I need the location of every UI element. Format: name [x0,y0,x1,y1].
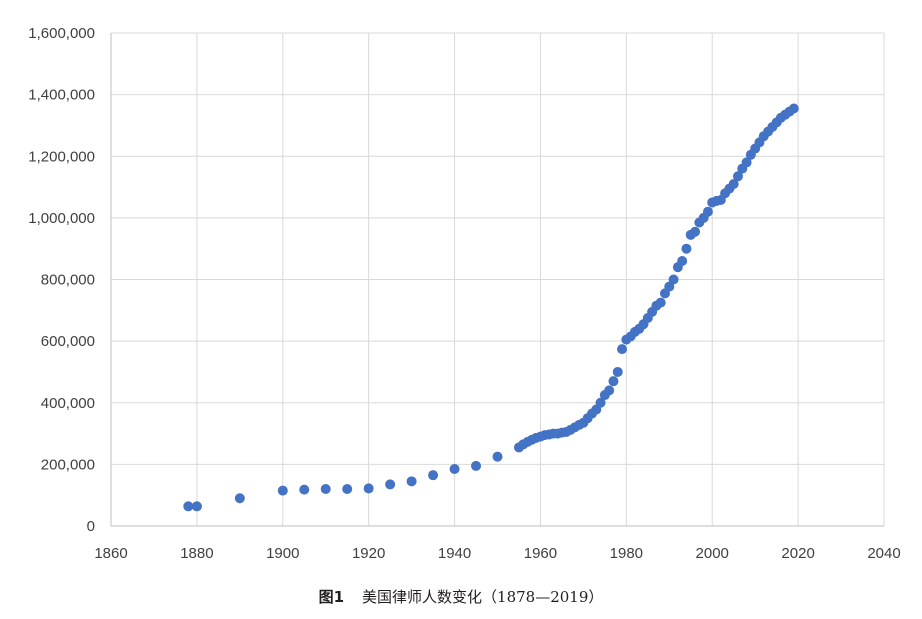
data-point [471,460,482,471]
y-tick-label: 800,000 [41,272,95,289]
data-point [299,484,310,495]
caption-text: 美国律师人数变化（1878—2019） [362,588,604,606]
data-point [655,297,666,308]
data-point [741,157,752,168]
data-point [732,171,743,182]
data-point [677,256,688,267]
data-point [385,479,396,490]
x-tick-label: 1980 [610,545,643,562]
data-point [183,501,194,512]
x-tick-label: 1960 [524,545,557,562]
y-tick-label: 200,000 [41,456,95,473]
data-point [595,397,606,408]
x-tick-label: 1900 [266,545,299,562]
y-tick-label: 1,400,000 [28,87,95,104]
y-tick-labels: 0 200,000 400,000 600,000 800,000 1,000,000 1,… [28,25,95,535]
grid-lines [111,32,885,526]
data-point [604,385,615,396]
y-tick-label: 1,600,000 [28,25,95,42]
x-tick-label: 1940 [438,545,471,562]
y-tick-label: 400,000 [41,395,95,412]
x-tick-label: 2000 [696,545,729,562]
y-tick-label: 1,200,000 [28,148,95,165]
scatter-chart: 0 200,000 400,000 600,000 800,000 1,000,000 1,… [28,25,900,562]
data-point [428,470,439,481]
y-tick-label: 600,000 [41,333,95,350]
data-point [612,366,623,377]
y-tick-label: 1,000,000 [28,210,95,227]
data-point [492,451,503,462]
data-point [191,501,202,512]
data-point [608,376,619,387]
data-point [681,243,692,254]
data-points [183,103,799,512]
y-tick-label: 0 [87,518,95,535]
figure-label: 图1 [318,588,345,606]
data-point [342,484,353,495]
data-point [788,103,799,114]
x-tick-label: 2020 [781,545,814,562]
x-tick-label: 1880 [180,545,213,562]
data-point [406,476,417,487]
data-point [617,344,628,355]
figure-caption: 图1 美国律师人数变化（1878—2019） [0,586,922,607]
x-tick-label: 1920 [352,545,385,562]
data-point [702,206,713,217]
data-point [320,484,331,495]
data-point [728,178,739,189]
x-tick-label: 2040 [867,545,900,562]
x-tick-labels: 1860 1880 1900 1920 1940 1960 1980 2000 2020 2040 [94,545,900,562]
data-point [690,226,701,237]
data-point [668,274,679,285]
data-point [363,483,374,494]
x-tick-label: 1860 [94,545,127,562]
data-point [449,463,460,474]
data-point [234,493,245,504]
axes [110,33,884,527]
data-point [277,485,288,496]
